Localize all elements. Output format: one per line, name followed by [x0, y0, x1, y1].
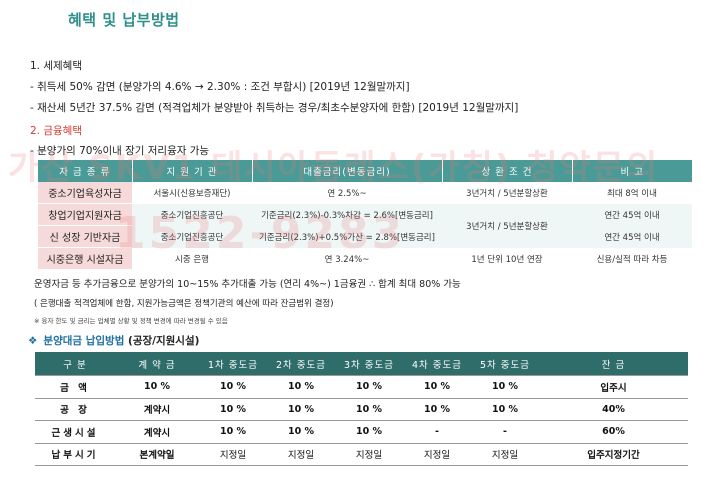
note-cell: 최대 8억 이내: [607, 188, 657, 199]
table-row: 공 장 계약시 10 % 10 % 10 % 10 % 10 % 40%: [35, 398, 688, 421]
table-cell: 10 %: [471, 398, 539, 421]
section-payment-heading: ❖ 분양대금 납입방법 (공장/지원시설): [28, 333, 199, 348]
table-cell: 10 %: [335, 398, 403, 421]
watermark-text: 가산 SKV1 테시아돔레스(가칭) 청약문의: [8, 148, 660, 188]
col-header-rate: 대출금리(변동금리): [252, 160, 443, 182]
table-cell: 10 %: [267, 420, 335, 444]
section-tax-heading: 1. 세제혜택: [30, 60, 82, 72]
table-cell: 10 %: [199, 375, 267, 399]
table-cell: 입주지정기간: [539, 443, 688, 466]
table-cell: 10 %: [335, 375, 403, 399]
agency-cell: 중소기업진흥공단: [132, 203, 252, 226]
agency-cell: 서울시(신용보증재단): [153, 188, 231, 199]
note-cell: 신용/실적 따라 차등: [596, 254, 668, 265]
watermark-phone: 1522-9283: [115, 208, 406, 259]
col-header-agency: 지 원 기 관: [132, 160, 253, 182]
table-cell: 10 %: [267, 375, 335, 399]
table-cell: 40%: [539, 398, 688, 421]
col-header-fund-type: 자 금 종 류: [38, 160, 133, 182]
repayment-cell: 3년거치 / 5년분할상환: [442, 203, 572, 248]
table-cell: 10 %: [199, 398, 267, 421]
agency-cell: 시중 은행: [175, 254, 209, 265]
table-row: 창업기업지원자금 중소기업진흥공단 기준금리(2.3%)-0.3%차감 = 2.…: [38, 203, 692, 248]
page-title: 혜택 및 납부방법: [68, 11, 180, 29]
table-cell: 10 %: [199, 420, 267, 444]
finance-benefit-loan: - 분양가의 70%이내 장기 저리융자 가능: [30, 145, 210, 157]
table-cell: 계약시: [115, 420, 199, 444]
col-header-interim-1: 1차 중도금: [199, 352, 267, 376]
table-cell: 지정일: [471, 443, 539, 466]
col-header-interim-4: 4차 중도금: [403, 352, 471, 376]
row-label: 근생시설: [35, 420, 115, 444]
loan-benefit-table: 자 금 종 류 지 원 기 관 대출금리(변동금리) 상 환 조 건 비 고 중…: [38, 160, 692, 270]
table-header-row: 자 금 종 류 지 원 기 관 대출금리(변동금리) 상 환 조 건 비 고: [38, 160, 692, 182]
fund-type-cell: 중소기업육성자금: [38, 182, 132, 204]
table-cell: 10 %: [267, 398, 335, 421]
table-row: 근생시설 계약시 10 % 10 % 10 % - - 60%: [35, 420, 688, 444]
col-header-note: 비 고: [572, 160, 692, 182]
fund-type-cell: 창업기업지원자금: [38, 203, 132, 226]
col-header-category: 구 분: [35, 352, 115, 376]
table-cell: 입주시: [539, 375, 688, 399]
col-header-deposit: 계 약 금: [115, 352, 199, 376]
repayment-cell: 3년거치 / 5년분할상환: [466, 188, 548, 199]
note-cell: 연간 45억 이내: [572, 225, 692, 248]
table-row: 신 성장 기반자금 중소기업진흥공단 기준금리(2.3%)+0.5%가산 = 2…: [38, 225, 692, 248]
table-row: 금 액 10 % 10 % 10 % 10 % 10 % 10 % 입주시: [35, 375, 688, 399]
col-header-interim-5: 5차 중도금: [471, 352, 539, 376]
payment-subheading: (공장/지원시설): [128, 335, 200, 347]
rate-cell: 연 3.24%~: [324, 254, 370, 265]
agency-cell: 중소기업진흥공단: [132, 225, 252, 248]
table-header-row: 구 분 계 약 금 1차 중도금 2차 중도금 3차 중도금 4차 중도금 5차…: [35, 352, 688, 376]
table-cell: -: [403, 420, 471, 444]
note-cell: 연간 45억 이내: [572, 203, 692, 226]
additional-loan-note: 운영자금 등 추가금융으로 분양가의 10~15% 추가대출 가능 (연리 4%…: [34, 279, 461, 290]
fund-type-cell: 신 성장 기반자금: [38, 225, 132, 248]
eligibility-note: ( 은행대출 적격업체에 한함, 지원가능금액은 정책기관의 예산에 따라 잔금…: [34, 299, 334, 309]
table-cell: 10 %: [403, 375, 471, 399]
table-cell: 10 %: [335, 420, 403, 444]
disclaimer-note: ※ 융자 한도 및 금리는 업체별 상황 및 정책 변경에 따라 변경될 수 있…: [34, 317, 228, 325]
row-label: 납부시기: [35, 443, 115, 466]
payment-heading-text: 분양대금 납입방법: [43, 335, 125, 347]
col-header-repayment: 상 환 조 건: [442, 160, 573, 182]
table-row: 중소기업육성자금 서울시(신용보증재단) 연 2.5%~ 3년거치 / 5년분할…: [38, 182, 692, 204]
table-cell: -: [471, 420, 539, 444]
col-header-balance: 잔 금: [539, 352, 688, 376]
table-cell: 계약시: [115, 398, 199, 421]
fund-type-cell: 시중은행 시설자금: [38, 247, 132, 270]
table-row: 납부시기 본계약일 지정일 지정일 지정일 지정일 지정일 입주지정기간: [35, 443, 688, 466]
table-cell: 10 %: [403, 398, 471, 421]
rate-cell: 연 2.5%~: [327, 188, 367, 199]
table-cell: 지정일: [335, 443, 403, 466]
diamond-bullet-icon: ❖: [28, 335, 38, 347]
table-row: 시중은행 시설자금 시중 은행 연 3.24%~ 1년 단위 10년 연장 신용…: [38, 247, 692, 270]
table-cell: 60%: [539, 420, 688, 444]
repayment-cell: 1년 단위 10년 연장: [471, 254, 543, 265]
rate-cell: 기준금리(2.3%)-0.3%차감 = 2.6%[변동금리]: [252, 203, 442, 226]
section-finance-heading: 2. 금융혜택: [30, 125, 82, 137]
rate-cell: 기준금리(2.3%)+0.5%가산 = 2.8%[변동금리]: [252, 225, 442, 248]
table-cell: 본계약일: [115, 443, 199, 466]
row-label: 공 장: [35, 398, 115, 421]
col-header-interim-2: 2차 중도금: [267, 352, 335, 376]
table-cell: 지정일: [403, 443, 471, 466]
table-cell: 10 %: [471, 375, 539, 399]
tax-benefit-acquisition: - 취득세 50% 감면 (분양가의 4.6% → 2.30% : 조건 부합시…: [30, 81, 410, 93]
col-header-interim-3: 3차 중도금: [335, 352, 403, 376]
table-cell: 10 %: [115, 375, 199, 399]
payment-schedule-table: 구 분 계 약 금 1차 중도금 2차 중도금 3차 중도금 4차 중도금 5차…: [35, 352, 688, 466]
table-cell: 지정일: [199, 443, 267, 466]
tax-benefit-property: - 재산세 5년간 37.5% 감면 (적격업체가 분양받아 취득하는 경우/최…: [30, 102, 519, 114]
table-cell: 지정일: [267, 443, 335, 466]
row-label: 금 액: [35, 375, 115, 399]
